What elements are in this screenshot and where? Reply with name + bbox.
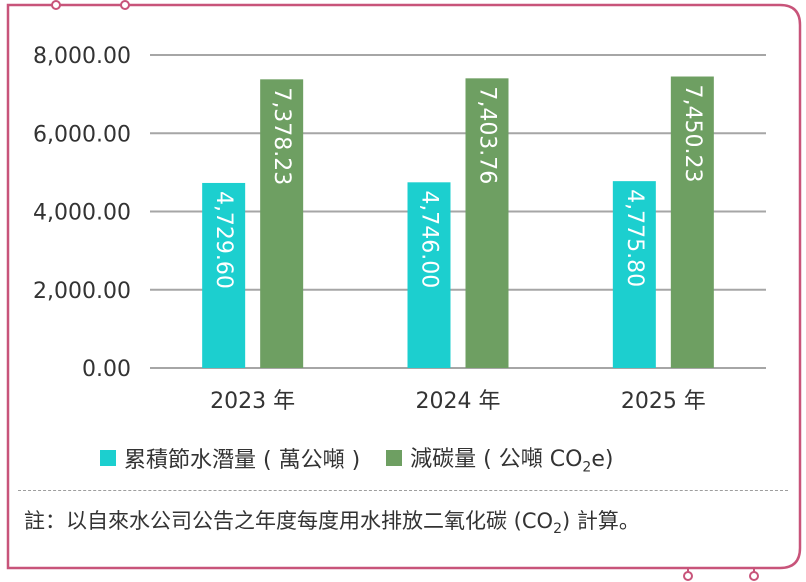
frame-dot bbox=[120, 0, 130, 10]
bars: 4,729.60 7,378.23 4,746.00 7,403.76 4,775.80… bbox=[202, 76, 714, 369]
legend-label-water: 累積節水潛量 ( 萬公噸 ) bbox=[124, 448, 361, 473]
dashed-divider bbox=[18, 490, 788, 491]
data-label: 7,403.76 bbox=[475, 86, 500, 184]
frame-dot bbox=[749, 571, 759, 581]
legend-label-carbon: 減碳量 ( 公噸 CO2e) bbox=[410, 446, 614, 476]
data-label: 7,450.23 bbox=[680, 85, 705, 183]
data-label: 4,729.60 bbox=[211, 191, 236, 289]
legend-swatch-carbon bbox=[386, 449, 403, 466]
x-axis-labels: 2023 年 2024 年 2025 年 bbox=[210, 389, 706, 414]
bar bbox=[670, 76, 714, 368]
y-tick-label: 6,000.00 bbox=[33, 122, 131, 147]
x-tick-label: 2025 年 bbox=[621, 389, 706, 414]
frame-dot bbox=[51, 0, 61, 10]
x-tick-label: 2024 年 bbox=[416, 389, 501, 414]
bar-chart: 0.00 2,000.00 4,000.00 6,000.00 8,000.00 4,7… bbox=[33, 44, 766, 414]
legend-swatch-water bbox=[100, 450, 116, 466]
legend: 累積節水潛量 ( 萬公噸 ) 減碳量 ( 公噸 CO2e) bbox=[100, 440, 740, 476]
bar bbox=[260, 79, 304, 368]
legend-item: 減碳量 ( 公噸 CO2e) bbox=[386, 441, 613, 475]
frame-border bbox=[6, 3, 802, 570]
y-tick-label: 8,000.00 bbox=[33, 44, 131, 69]
y-tick-label: 4,000.00 bbox=[33, 201, 131, 226]
bar bbox=[465, 78, 509, 369]
data-label: 4,746.00 bbox=[417, 190, 442, 288]
x-tick-label: 2023 年 bbox=[210, 389, 295, 414]
bar bbox=[612, 181, 656, 368]
data-label: 7,378.23 bbox=[269, 87, 294, 185]
data-label: 4,775.80 bbox=[622, 189, 647, 287]
footnote: 註：以自來水公司公告之年度每度用水排放二氧化碳 (CO2) 計算。 bbox=[24, 509, 640, 538]
frame-dot bbox=[683, 571, 693, 581]
bar bbox=[407, 182, 451, 368]
y-tick-label: 2,000.00 bbox=[33, 279, 131, 304]
legend-item: 累積節水潛量 ( 萬公噸 ) bbox=[100, 442, 360, 474]
y-tick-label: 0.00 bbox=[82, 357, 131, 382]
bar bbox=[202, 182, 246, 368]
gridlines bbox=[150, 54, 766, 369]
y-axis-labels: 0.00 2,000.00 4,000.00 6,000.00 8,000.00 bbox=[33, 44, 131, 382]
